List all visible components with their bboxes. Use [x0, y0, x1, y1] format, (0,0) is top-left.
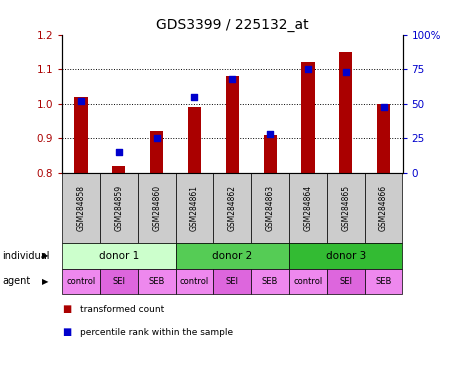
- Bar: [62, 268, 100, 294]
- Point: [341, 69, 349, 75]
- Bar: [213, 173, 251, 243]
- Text: SEB: SEB: [261, 277, 278, 286]
- Text: agent: agent: [2, 276, 30, 286]
- Bar: [187, 107, 201, 173]
- Bar: [62, 243, 175, 268]
- Point: [77, 98, 84, 104]
- Point: [266, 131, 273, 137]
- Bar: [175, 268, 213, 294]
- Text: individual: individual: [2, 251, 50, 261]
- Text: ■: ■: [62, 327, 71, 337]
- Bar: [62, 173, 100, 243]
- Text: GSM284864: GSM284864: [303, 185, 312, 231]
- Bar: [263, 135, 276, 173]
- Bar: [175, 173, 213, 243]
- Bar: [150, 131, 163, 173]
- Text: GSM284865: GSM284865: [341, 185, 349, 231]
- Text: ▶: ▶: [42, 252, 49, 260]
- Text: donor 2: donor 2: [212, 251, 252, 261]
- Text: SEB: SEB: [375, 277, 391, 286]
- Bar: [288, 268, 326, 294]
- Text: percentile rank within the sample: percentile rank within the sample: [80, 328, 233, 337]
- Title: GDS3399 / 225132_at: GDS3399 / 225132_at: [156, 18, 308, 32]
- Text: GSM284862: GSM284862: [227, 185, 236, 231]
- Bar: [288, 173, 326, 243]
- Text: control: control: [179, 277, 209, 286]
- Bar: [137, 268, 175, 294]
- Bar: [251, 173, 288, 243]
- Text: GSM284866: GSM284866: [378, 185, 387, 231]
- Text: ■: ■: [62, 304, 71, 314]
- Bar: [100, 173, 137, 243]
- Bar: [326, 173, 364, 243]
- Text: GSM284863: GSM284863: [265, 185, 274, 231]
- Bar: [364, 173, 402, 243]
- Bar: [301, 62, 314, 173]
- Text: GSM284859: GSM284859: [114, 185, 123, 231]
- Bar: [74, 97, 88, 173]
- Bar: [213, 268, 251, 294]
- Bar: [137, 173, 175, 243]
- Text: control: control: [293, 277, 322, 286]
- Point: [228, 76, 235, 82]
- Text: donor 3: donor 3: [325, 251, 365, 261]
- Text: donor 1: donor 1: [99, 251, 139, 261]
- Point: [190, 94, 198, 100]
- Point: [115, 149, 122, 155]
- Text: SEB: SEB: [148, 277, 164, 286]
- Bar: [175, 243, 288, 268]
- Bar: [288, 243, 402, 268]
- Point: [303, 66, 311, 72]
- Bar: [338, 52, 352, 173]
- Point: [153, 135, 160, 141]
- Bar: [326, 268, 364, 294]
- Text: control: control: [66, 277, 95, 286]
- Bar: [251, 268, 288, 294]
- Text: SEI: SEI: [112, 277, 125, 286]
- Bar: [225, 76, 238, 173]
- Text: SEI: SEI: [339, 277, 352, 286]
- Bar: [100, 268, 137, 294]
- Text: ▶: ▶: [42, 277, 49, 286]
- Text: GSM284858: GSM284858: [76, 185, 85, 231]
- Bar: [376, 104, 389, 173]
- Text: GSM284860: GSM284860: [152, 185, 161, 231]
- Bar: [112, 166, 125, 173]
- Text: transformed count: transformed count: [80, 305, 164, 314]
- Text: SEI: SEI: [225, 277, 238, 286]
- Point: [379, 103, 386, 109]
- Bar: [364, 268, 402, 294]
- Text: GSM284861: GSM284861: [190, 185, 199, 231]
